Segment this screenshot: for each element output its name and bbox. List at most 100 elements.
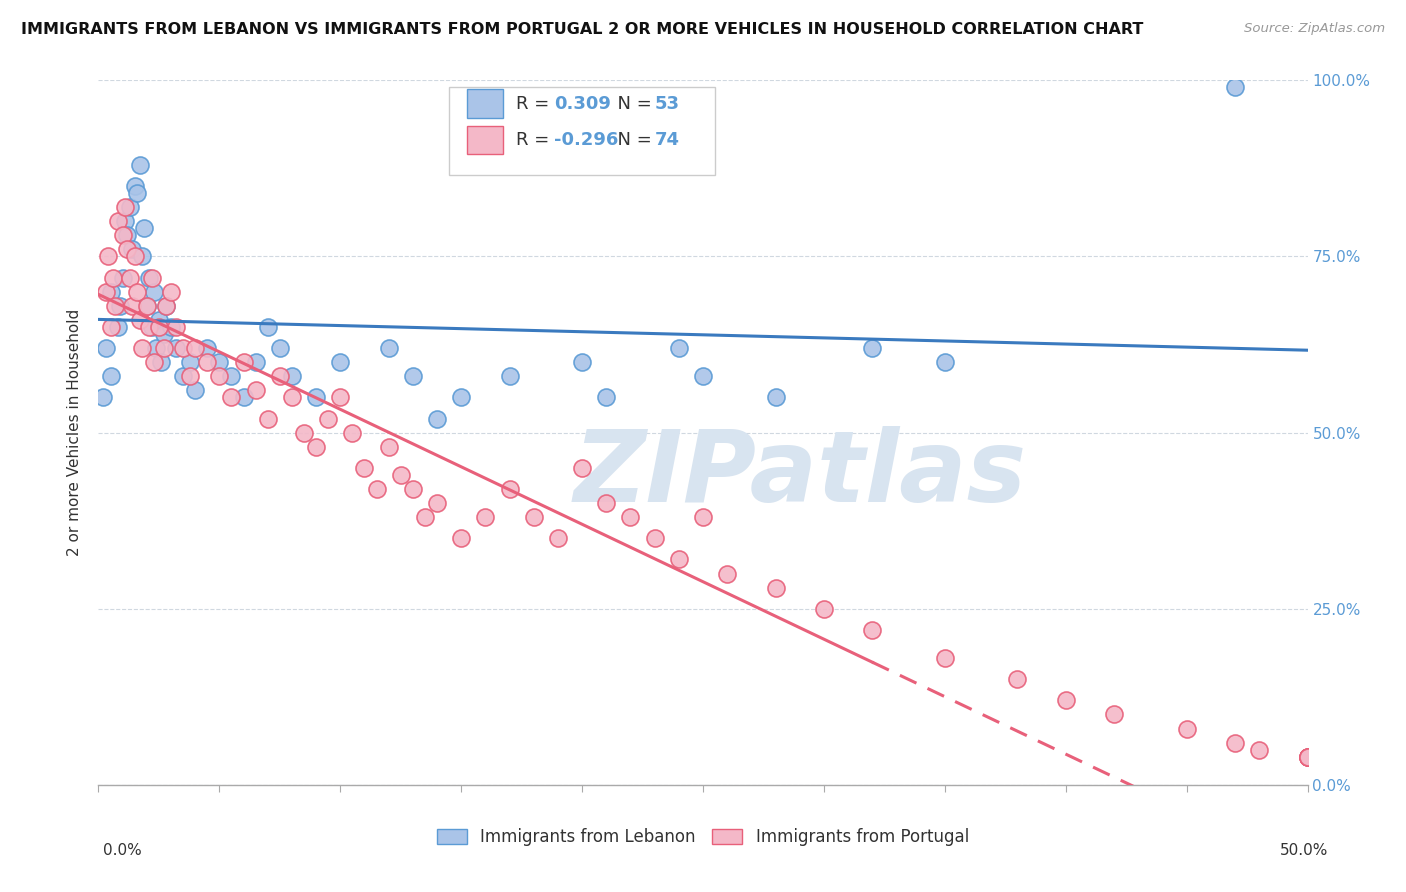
Point	[860, 623, 883, 637]
Point	[692, 369, 714, 384]
Point	[165, 319, 187, 334]
Point	[765, 581, 787, 595]
Point	[221, 369, 243, 384]
Point	[1296, 749, 1319, 764]
Point	[121, 299, 143, 313]
Point	[716, 566, 738, 581]
Point	[101, 270, 124, 285]
Point	[100, 319, 122, 334]
Text: R =: R =	[516, 95, 554, 112]
Point	[305, 391, 328, 405]
Point	[128, 313, 150, 327]
FancyBboxPatch shape	[449, 87, 716, 176]
Point	[165, 341, 187, 355]
Point	[329, 355, 352, 369]
Point	[1223, 736, 1246, 750]
Point	[1007, 673, 1029, 687]
Point	[402, 482, 425, 496]
Point	[377, 341, 399, 355]
Point	[860, 341, 883, 355]
Point	[934, 651, 956, 665]
Point	[150, 355, 173, 369]
Point	[141, 270, 163, 285]
Point	[523, 510, 546, 524]
Point	[1223, 80, 1246, 95]
Text: R =: R =	[516, 131, 554, 149]
Point	[571, 355, 593, 369]
Point	[474, 510, 496, 524]
Point	[195, 341, 218, 355]
Point	[143, 355, 166, 369]
Point	[94, 285, 117, 299]
Point	[148, 313, 170, 327]
Point	[124, 178, 146, 194]
Text: 0.0%: 0.0%	[103, 843, 142, 858]
Point	[256, 411, 278, 425]
Point	[1296, 749, 1319, 764]
Point	[316, 411, 339, 425]
Point	[152, 341, 174, 355]
Point	[353, 460, 375, 475]
Point	[135, 299, 157, 313]
Point	[143, 285, 166, 299]
Point	[114, 214, 136, 228]
Text: IMMIGRANTS FROM LEBANON VS IMMIGRANTS FROM PORTUGAL 2 OR MORE VEHICLES IN HOUSEH: IMMIGRANTS FROM LEBANON VS IMMIGRANTS FR…	[21, 22, 1143, 37]
Point	[269, 369, 291, 384]
Text: 53: 53	[655, 95, 679, 112]
Point	[127, 285, 149, 299]
Point	[121, 243, 143, 257]
Point	[152, 326, 174, 341]
Legend: Immigrants from Lebanon, Immigrants from Portugal: Immigrants from Lebanon, Immigrants from…	[429, 820, 977, 855]
Point	[184, 341, 207, 355]
Text: 50.0%: 50.0%	[1281, 843, 1329, 858]
Point	[281, 369, 304, 384]
Point	[104, 299, 127, 313]
Text: -0.296: -0.296	[554, 131, 619, 149]
Point	[138, 319, 160, 334]
Point	[135, 299, 157, 313]
Point	[107, 214, 129, 228]
Point	[118, 200, 141, 214]
Point	[117, 228, 139, 243]
Point	[179, 355, 201, 369]
Point	[97, 249, 120, 264]
Point	[692, 510, 714, 524]
Point	[1102, 707, 1125, 722]
Point	[934, 355, 956, 369]
Point	[668, 552, 690, 566]
Text: 0.309: 0.309	[554, 95, 612, 112]
Point	[148, 319, 170, 334]
Point	[1054, 693, 1077, 707]
Text: N =: N =	[606, 95, 658, 112]
Point	[498, 369, 520, 384]
Text: Source: ZipAtlas.com: Source: ZipAtlas.com	[1244, 22, 1385, 36]
Point	[111, 228, 134, 243]
Point	[131, 249, 153, 264]
Text: 74: 74	[655, 131, 679, 149]
Point	[134, 221, 156, 235]
Point	[450, 532, 472, 546]
Point	[128, 158, 150, 172]
Point	[256, 319, 278, 334]
Point	[124, 249, 146, 264]
Point	[413, 510, 436, 524]
Point	[195, 355, 218, 369]
Point	[155, 299, 177, 313]
Point	[305, 440, 328, 454]
Point	[389, 467, 412, 482]
Point	[145, 341, 167, 355]
Point	[547, 532, 569, 546]
Y-axis label: 2 or more Vehicles in Household: 2 or more Vehicles in Household	[67, 309, 83, 557]
Point	[1249, 742, 1271, 756]
Point	[117, 243, 139, 257]
Point	[245, 355, 267, 369]
Point	[1175, 722, 1198, 736]
FancyBboxPatch shape	[467, 126, 503, 154]
Point	[111, 270, 134, 285]
Point	[426, 411, 449, 425]
Point	[366, 482, 388, 496]
Point	[107, 319, 129, 334]
Point	[498, 482, 520, 496]
Point	[172, 341, 194, 355]
Point	[94, 341, 117, 355]
